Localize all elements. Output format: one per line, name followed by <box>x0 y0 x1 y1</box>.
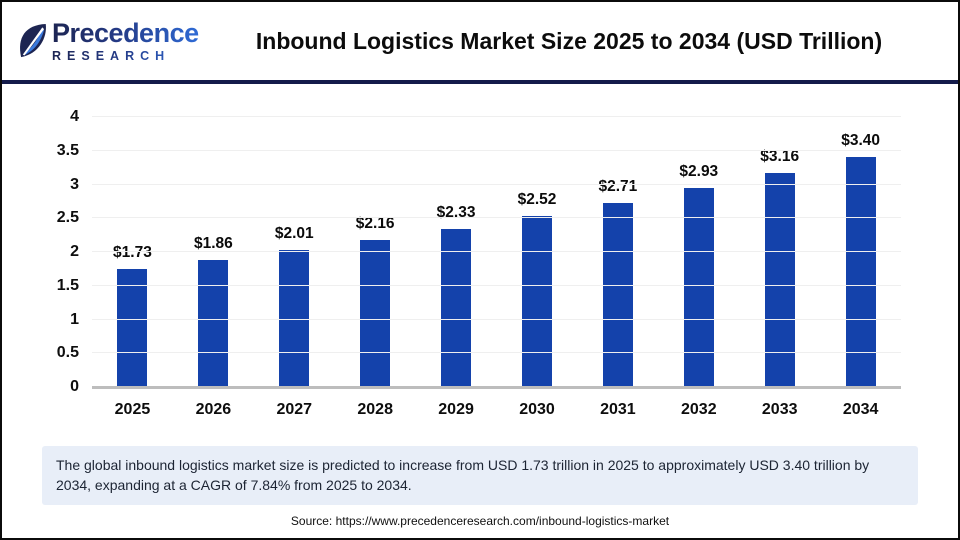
x-axis-line <box>92 386 901 389</box>
y-axis-tick-label: 2 <box>70 243 79 260</box>
bar <box>845 156 876 386</box>
bar-value-label: $1.86 <box>193 235 233 253</box>
logo-text: Precedence RESEARCH <box>52 17 199 63</box>
bar <box>360 240 391 386</box>
plot-area: $1.73 $1.86 $2.01 $2.16 $2.33 $2.52 $2.71 $2.93… <box>57 108 901 395</box>
gridline <box>92 352 901 354</box>
source-line: Source: https://www.precedenceresearch.c… <box>290 513 670 528</box>
summary-box: The global inbound logistics market size… <box>42 446 918 505</box>
bar-value-label: $3.40 <box>841 131 880 149</box>
gridline <box>92 183 901 185</box>
y-axis-tick-label: 3 <box>70 175 79 193</box>
bar-column-2028: $2.16 <box>335 117 416 386</box>
bar <box>602 203 633 386</box>
bar-column-2034: $3.40 <box>820 117 901 386</box>
precedence-research-logo: Precedence RESEARCH <box>2 17 206 63</box>
x-axis-label: 2029 <box>438 401 474 418</box>
gridline <box>92 116 901 117</box>
y-axis-tick-label: 2.5 <box>56 209 79 227</box>
bar-value-label: $1.73 <box>113 244 152 262</box>
bars-row: $1.73 $1.86 $2.01 $2.16 $2.33 $2.52 $2.71 $2.93… <box>92 117 901 386</box>
gridline <box>92 284 901 286</box>
bar-column-2031: $2.71 <box>577 117 658 386</box>
gridline <box>92 318 901 320</box>
bar-value-label: $2.16 <box>355 215 395 233</box>
x-axis-label: 2034 <box>842 401 879 418</box>
bar <box>117 269 148 386</box>
bar-value-label: $2.71 <box>598 178 638 196</box>
bar-value-label: $2.33 <box>436 203 476 221</box>
x-axis-label: 2030 <box>519 401 555 418</box>
y-axis-tick-label: 0.5 <box>56 344 79 362</box>
x-axis-label: 2025 <box>114 401 151 418</box>
bar-value-label: $2.01 <box>274 225 314 243</box>
bar-column-2033: $3.16 <box>739 117 820 386</box>
bar-column-2030: $2.52 <box>497 117 578 386</box>
y-axis-tick-label: 1 <box>70 310 79 328</box>
y-axis-tick-label: 0 <box>70 378 79 395</box>
bar <box>441 228 472 386</box>
bar-column-2025: $1.73 <box>92 117 173 386</box>
bar-column-2027: $2.01 <box>254 117 335 386</box>
y-axis-tick-label: 4 <box>70 108 79 125</box>
bar-column-2026: $1.86 <box>173 117 254 386</box>
bar <box>279 250 310 386</box>
x-axis-label: 2027 <box>276 401 313 418</box>
bar-value-label: $2.52 <box>517 190 557 208</box>
x-axis-label: 2033 <box>761 401 798 418</box>
x-axis-labels: 2025 2026 2027 2028 2029 2030 2031 2032 2033 2034 <box>92 401 901 419</box>
gridline <box>92 251 901 252</box>
bar-value-label: $3.16 <box>760 147 800 165</box>
x-axis-label: 2032 <box>681 401 717 418</box>
y-axis-tick-label: 3.5 <box>56 141 79 159</box>
x-axis-label: 2031 <box>600 401 636 418</box>
x-axis-label: 2028 <box>357 401 393 418</box>
gridline <box>92 149 901 151</box>
bar-chart: $1.73 $1.86 $2.01 $2.16 $2.33 $2.52 $2.71 $2.93… <box>2 84 958 440</box>
bar <box>198 260 229 386</box>
summary-text: The global inbound logistics market size… <box>56 457 870 494</box>
logo-subtitle: RESEARCH <box>52 50 199 63</box>
page-title: Inbound Logistics Market Size 2025 to 20… <box>255 27 883 54</box>
x-axis-label: 2026 <box>195 401 232 418</box>
bar-column-2029: $2.33 <box>416 117 497 386</box>
bar-value-label: $2.93 <box>679 163 719 181</box>
header: Precedence RESEARCH Inbound Logistics Ma… <box>2 2 958 84</box>
leaf-logo-icon <box>20 24 46 58</box>
y-axis-tick-label: 1.5 <box>56 276 79 294</box>
bar <box>764 172 795 386</box>
bar <box>521 215 552 386</box>
logo-name: Precedence <box>52 17 199 48</box>
gridline <box>92 217 901 219</box>
